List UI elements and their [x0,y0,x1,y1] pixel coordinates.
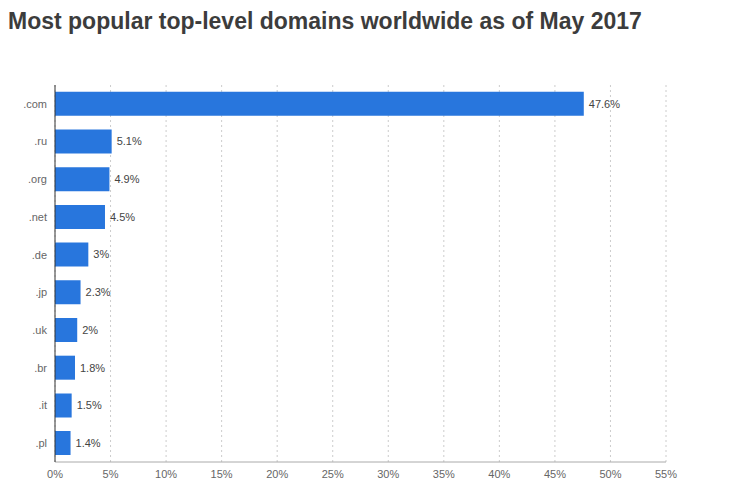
svg-text:.org: .org [28,173,47,185]
svg-text:.pl: .pl [35,437,47,449]
svg-text:.net: .net [29,211,47,223]
svg-text:.uk: .uk [32,324,47,336]
svg-text:10%: 10% [155,468,177,480]
svg-text:4.5%: 4.5% [110,211,135,223]
svg-text:.com: .com [23,98,47,110]
svg-text:2%: 2% [82,324,98,336]
svg-text:1.8%: 1.8% [80,362,105,374]
html-text:Most popular top-level domains: Most popular top-level domains worldwide… [8,8,642,34]
svg-text:3%: 3% [93,248,109,260]
svg-text:55%: 55% [655,468,677,480]
svg-text:47.6%: 47.6% [589,98,620,110]
svg-text:.br: .br [34,362,47,374]
svg-text:45%: 45% [544,468,566,480]
svg-text:.de: .de [32,249,47,261]
svg-text:1.4%: 1.4% [76,437,101,449]
svg-text:4.9%: 4.9% [114,173,139,185]
svg-text:20%: 20% [266,468,288,480]
svg-text:.it: .it [38,399,47,411]
svg-text:0%: 0% [47,468,63,480]
svg-text:30%: 30% [377,468,399,480]
svg-text:5%: 5% [103,468,119,480]
svg-text:50%: 50% [599,468,621,480]
svg-text:2.3%: 2.3% [86,286,111,298]
svg-text:.jp: .jp [35,286,47,298]
svg-text:5.1%: 5.1% [117,135,142,147]
svg-text:25%: 25% [322,468,344,480]
svg-text:40%: 40% [488,468,510,480]
svg-text:1.5%: 1.5% [77,399,102,411]
svg-text:15%: 15% [211,468,233,480]
svg-text:35%: 35% [433,468,455,480]
svg-text:.ru: .ru [34,135,47,147]
